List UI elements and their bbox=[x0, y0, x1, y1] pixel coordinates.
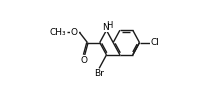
Text: Br: Br bbox=[94, 69, 104, 78]
Text: Cl: Cl bbox=[151, 38, 160, 47]
Text: O: O bbox=[71, 28, 78, 37]
Text: CH₃: CH₃ bbox=[50, 28, 66, 37]
Text: H: H bbox=[106, 22, 112, 30]
Text: O: O bbox=[81, 56, 88, 65]
Text: N: N bbox=[103, 23, 109, 32]
